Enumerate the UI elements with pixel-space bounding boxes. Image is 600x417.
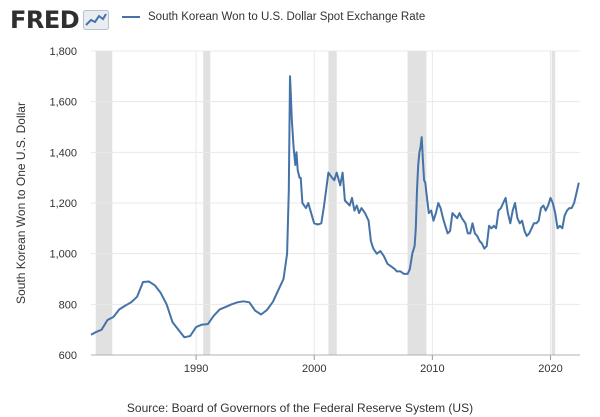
- legend-series-label: South Korean Won to U.S. Dollar Spot Exc…: [148, 11, 426, 23]
- x-tick-label: 2020: [538, 363, 562, 375]
- x-tick-label: 1990: [184, 363, 208, 375]
- y-tick-label: 800: [59, 299, 77, 311]
- y-tick-label: 1,400: [49, 147, 77, 159]
- y-tick-label: 1,800: [49, 46, 77, 58]
- legend-series-swatch: [122, 16, 140, 18]
- y-tick-label: 1,000: [49, 249, 77, 261]
- series-line-0[interactable]: [90, 75, 580, 339]
- y-axis-title: South Korean Won to One U.S. Dollar: [14, 102, 28, 304]
- y-tick-label: 1,200: [49, 198, 77, 210]
- fred-logo-text: FRED: [10, 6, 80, 34]
- source-note: Source: Board of Governors of the Federa…: [0, 399, 600, 417]
- fred-logo[interactable]: FRED: [10, 6, 110, 34]
- x-tick-label: 2000: [302, 363, 326, 375]
- y-tick-label: 1,600: [49, 97, 77, 109]
- source-text: Source: Board of Governors of the Federa…: [126, 401, 474, 415]
- x-tick-label: 2010: [420, 363, 444, 375]
- y-tick-label: 600: [59, 350, 77, 362]
- chart-legend: South Korean Won to U.S. Dollar Spot Exc…: [122, 11, 425, 23]
- chart-header: FRED South Korean Won to U.S. Dollar Spo…: [0, 0, 600, 40]
- trend-line-icon: [83, 10, 110, 30]
